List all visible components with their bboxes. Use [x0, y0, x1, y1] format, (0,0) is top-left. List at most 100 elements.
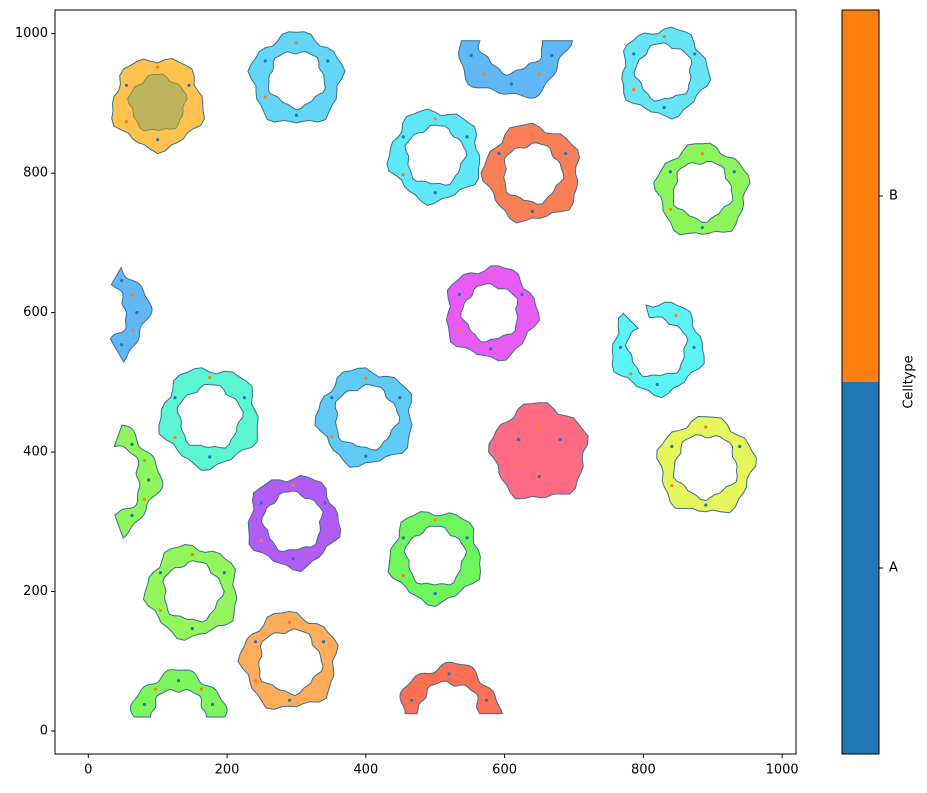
cell-point [447, 672, 451, 676]
cell-point [330, 396, 334, 400]
cell-point [287, 698, 292, 702]
cell-region [480, 122, 581, 224]
cell-point [662, 34, 666, 39]
cell-point [294, 41, 299, 45]
cell-point [732, 170, 736, 174]
cell-region [314, 367, 413, 468]
axes-frame [54, 9, 797, 755]
cell-point [190, 626, 194, 631]
cell-point [173, 435, 177, 440]
cell-point [208, 455, 212, 459]
cell-point [530, 209, 534, 214]
cell-point [421, 681, 426, 685]
cell-point [410, 698, 414, 702]
colorbar-tick-label: B [889, 189, 898, 204]
cell-region [129, 669, 228, 718]
colorbar-label: Celltype [902, 355, 917, 408]
colorbar-segment [842, 10, 879, 382]
cell-point [632, 52, 636, 56]
x-tick-label: 800 [631, 763, 656, 778]
cell-point [131, 328, 135, 332]
cell-point [176, 679, 181, 683]
cell-point [130, 513, 134, 518]
cell-point [142, 702, 147, 707]
cell-point [364, 454, 368, 458]
cell-point [482, 72, 486, 76]
cell-region [653, 142, 751, 236]
cell-region [109, 266, 153, 364]
cell-point [509, 82, 514, 86]
cell-point [330, 435, 334, 439]
cell-point [401, 573, 405, 578]
cell-point [147, 478, 151, 482]
cell-point [156, 65, 160, 69]
cell-point [120, 278, 124, 283]
cell-region [247, 31, 346, 124]
cell-point [154, 687, 158, 691]
cell-point [550, 53, 554, 57]
x-tick-label: 600 [492, 763, 517, 778]
cell-point [457, 329, 462, 333]
cell-point [433, 191, 437, 195]
cell-region [113, 424, 164, 539]
cell-point [142, 497, 147, 502]
cell-point [401, 135, 405, 139]
y-tick-label: 200 [23, 584, 48, 599]
cell-point [433, 117, 437, 121]
cell-point [469, 53, 473, 57]
cell-point [674, 313, 678, 318]
cell-point [222, 571, 226, 575]
cell-point [516, 463, 521, 467]
x-tick-label: 1000 [766, 763, 799, 778]
cell-point [321, 640, 326, 644]
cell-point [291, 483, 295, 487]
x-tick-label: 400 [353, 763, 378, 778]
cell-point [323, 501, 327, 505]
cell-point [156, 138, 160, 142]
cell-region [621, 26, 712, 120]
cell-point [484, 698, 489, 702]
cell-point [662, 106, 666, 110]
cell-region [247, 474, 342, 572]
cell-region [611, 301, 705, 399]
cell-point [294, 113, 299, 117]
cell-point [199, 687, 203, 691]
cell-point [401, 172, 405, 177]
x-tick-label: 0 [84, 763, 92, 778]
cell-point [704, 425, 708, 429]
cell-point [158, 571, 163, 575]
cell-point [130, 442, 134, 447]
cell-point [158, 608, 163, 612]
cell-region [399, 661, 503, 715]
cell-region [457, 40, 573, 99]
cell-point [738, 444, 742, 449]
cell-point [618, 345, 623, 350]
y-tick-label: 1000 [15, 26, 48, 41]
cell-point [457, 292, 462, 297]
cell-region [142, 543, 238, 641]
cell-point [489, 347, 493, 351]
cell-point [259, 501, 263, 505]
cell-point [259, 539, 263, 543]
cell-point [398, 396, 402, 400]
cell-point [465, 536, 469, 540]
cell-point [537, 474, 541, 479]
cell-point [135, 311, 139, 315]
cell-point [253, 679, 258, 683]
cell-point [208, 375, 212, 380]
cell-point [173, 396, 177, 400]
y-tick-label: 0 [40, 723, 48, 738]
cell-point [131, 293, 135, 297]
cell-point [629, 372, 633, 376]
cell-point [668, 207, 673, 212]
cell-point [263, 95, 267, 99]
cell-point [700, 152, 704, 156]
cell-point [520, 292, 524, 297]
cell-point [124, 83, 129, 87]
cell-point [124, 119, 129, 124]
plot-area [109, 26, 757, 718]
cell-point [120, 343, 124, 347]
cell-point [670, 483, 674, 488]
cell-region [237, 610, 339, 711]
